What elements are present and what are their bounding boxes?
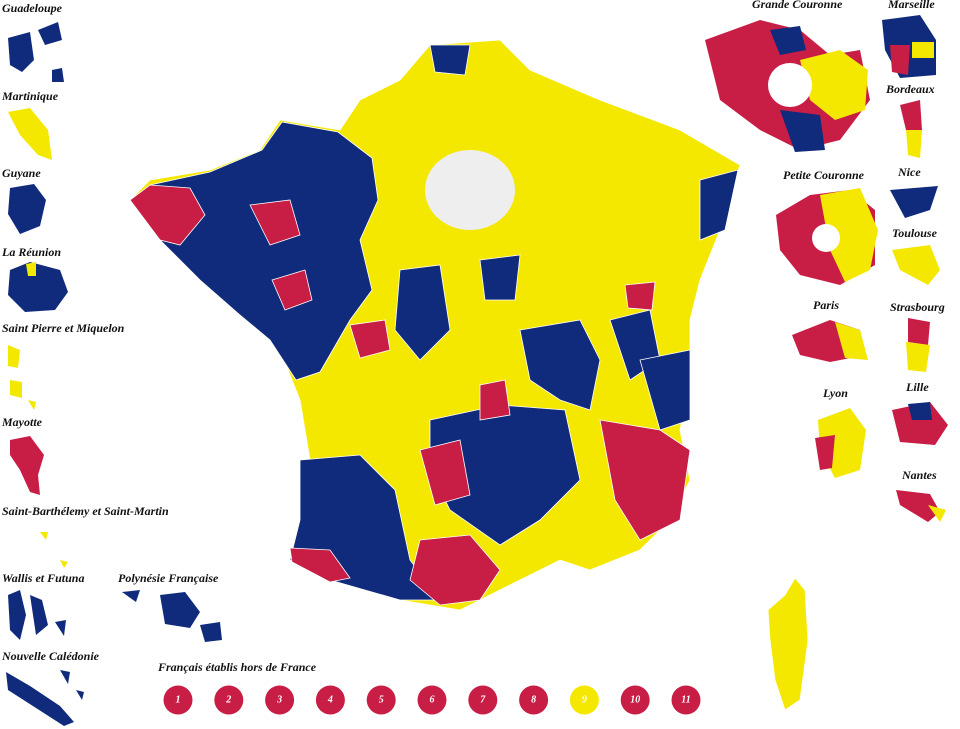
region <box>419 439 471 506</box>
shape <box>835 322 868 360</box>
territory-label: Guadeloupe <box>2 1 63 15</box>
constituency <box>265 685 295 715</box>
territory-label: Wallis et Futuna <box>2 571 84 585</box>
constituency <box>366 685 396 715</box>
region <box>479 379 511 421</box>
region <box>349 319 391 359</box>
territory-label: Polynésie Française <box>118 571 219 585</box>
constituency <box>519 685 549 715</box>
region <box>519 319 601 411</box>
city-label: Petite Couronne <box>783 168 865 182</box>
shape <box>900 100 922 130</box>
region <box>129 184 206 246</box>
insets <box>705 15 948 522</box>
territory-label: Mayotte <box>1 415 43 429</box>
hole <box>812 224 840 252</box>
territory-label: Saint Pierre et Miquelon <box>2 321 125 335</box>
city-label: Bordeaux <box>885 82 935 96</box>
region <box>479 254 521 301</box>
shape <box>6 670 84 726</box>
constituency-label: 9 <box>582 694 587 705</box>
constituency <box>671 685 701 715</box>
constituency <box>620 685 650 715</box>
city-label: Strasbourg <box>890 300 945 314</box>
city-label: Toulouse <box>892 226 938 240</box>
region <box>249 199 301 246</box>
shape <box>26 262 36 276</box>
territory-label: Guyane <box>2 166 41 180</box>
city-label: Lyon <box>822 386 848 400</box>
shape <box>8 590 66 640</box>
region <box>149 121 379 381</box>
shape <box>40 532 68 568</box>
city-label: Nantes <box>901 468 937 482</box>
shape <box>908 318 930 345</box>
constituency <box>468 685 498 715</box>
territory-label: Martinique <box>1 89 59 103</box>
territory-label: La Réunion <box>1 245 61 259</box>
city-label: Marseille <box>887 0 935 11</box>
abroad: Français établis hors de France 1 2 3 4 5 6 7 8 9… <box>157 660 701 715</box>
shape <box>8 262 68 312</box>
constituency <box>214 685 244 715</box>
constituency-label: 5 <box>379 694 384 705</box>
constituency-label: 8 <box>531 694 536 705</box>
constituency <box>569 685 599 715</box>
shape <box>10 436 44 495</box>
hole <box>768 63 812 107</box>
shape <box>908 402 932 420</box>
constituency-label: 4 <box>327 694 333 705</box>
city-label: Grande Couronne <box>752 0 843 11</box>
constituency-label: 6 <box>430 694 435 705</box>
constituency-label: 7 <box>480 694 486 705</box>
shape <box>896 490 940 522</box>
shape <box>906 130 922 158</box>
shape <box>8 22 64 82</box>
territory-label: Saint-Barthélemy et Saint-Martin <box>2 504 169 518</box>
constituency-label: 2 <box>225 694 231 705</box>
shape <box>122 590 222 642</box>
shape <box>770 26 825 152</box>
constituency <box>417 685 447 715</box>
shape <box>890 186 938 218</box>
constituency-label: 1 <box>176 694 181 705</box>
abroad-title: Français établis hors de France <box>157 660 317 674</box>
shape <box>8 108 52 160</box>
constituency <box>163 685 193 715</box>
constituency-label: 11 <box>681 694 690 705</box>
region <box>699 169 739 241</box>
metropole <box>129 39 809 711</box>
shape <box>892 402 948 445</box>
shape <box>928 505 946 522</box>
shape <box>892 245 940 285</box>
shape <box>800 50 868 120</box>
city-label: Lille <box>905 380 929 394</box>
territory-label: Nouvelle Calédonie <box>1 649 100 663</box>
shape <box>906 342 930 372</box>
shape <box>8 345 36 410</box>
corsica <box>767 577 809 711</box>
region <box>624 281 656 311</box>
constituency-label: 3 <box>276 694 282 705</box>
region <box>639 349 691 431</box>
region <box>271 269 313 311</box>
overseas <box>6 22 222 726</box>
shape <box>912 42 934 58</box>
paris-area <box>425 150 515 230</box>
shape <box>815 435 835 470</box>
region <box>289 547 351 583</box>
city-label: Nice <box>897 165 921 179</box>
labels: Guadeloupe Martinique Guyane La Réunion Sain… <box>1 0 945 663</box>
shape <box>8 184 46 234</box>
shape <box>820 188 878 282</box>
constituency <box>315 685 345 715</box>
region <box>409 534 501 606</box>
region <box>429 44 471 76</box>
region <box>394 264 451 361</box>
city-label: Paris <box>813 298 839 312</box>
shape <box>890 45 910 75</box>
constituency-label: 10 <box>630 694 640 705</box>
